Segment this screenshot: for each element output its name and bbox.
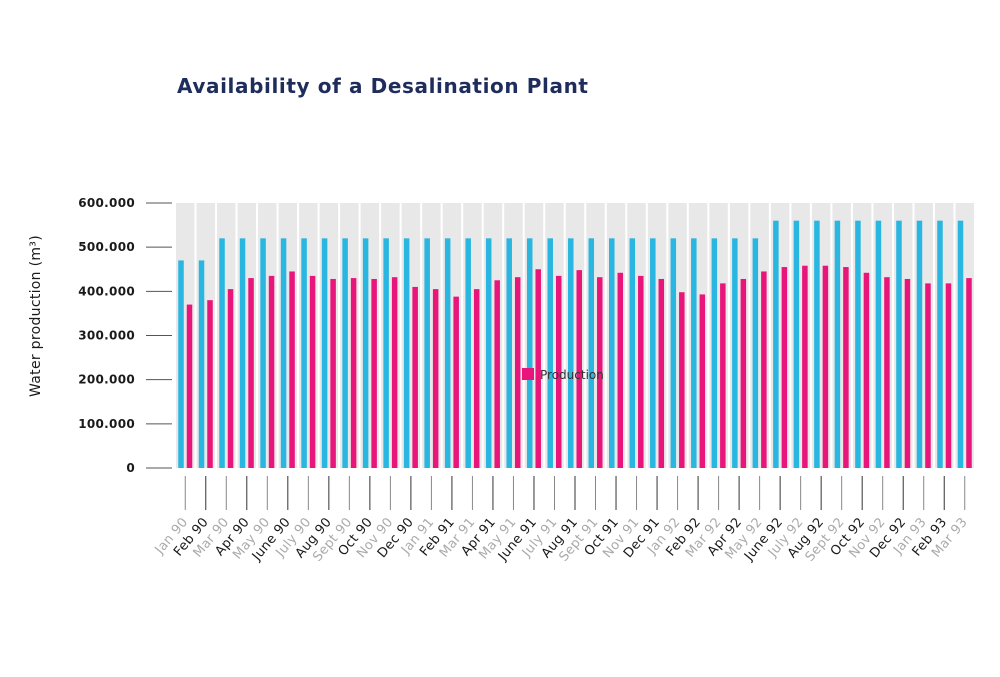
bar-production (966, 278, 972, 468)
bar-production (884, 277, 890, 468)
bar-production (781, 267, 788, 468)
bar-capacity (752, 238, 759, 468)
bar-production (186, 304, 193, 468)
y-tick-label: 100.000 (78, 417, 135, 431)
bar-capacity (383, 238, 389, 468)
bar-capacity (301, 238, 307, 468)
bar-production (863, 272, 870, 468)
y-tick-labels: 600.000 500.000 400.000 300.000 200.000 100.0… (78, 196, 135, 475)
bar-capacity (424, 238, 430, 468)
legend-label: Production (540, 368, 604, 382)
bar-production (720, 283, 726, 468)
bar-production (843, 267, 849, 468)
bar-production (248, 278, 254, 468)
bar-capacity (260, 238, 266, 468)
bar-production (597, 277, 603, 468)
bar-capacity (937, 220, 943, 468)
bar-production (453, 296, 459, 468)
bar-capacity (609, 238, 615, 468)
bar-production (904, 278, 911, 468)
bar-capacity (670, 238, 677, 468)
y-tick-label: 200.000 (78, 373, 135, 387)
bar-capacity (916, 220, 923, 468)
bar-production (432, 289, 439, 468)
y-gridlines (146, 202, 172, 469)
bar-production (658, 278, 665, 468)
bar-capacity (732, 238, 738, 468)
bar-capacity (362, 238, 369, 468)
bar-capacity (465, 238, 471, 468)
bar-capacity (403, 238, 410, 468)
bar-production (802, 265, 808, 468)
bar-production (617, 272, 624, 468)
bar-production (555, 275, 562, 468)
bar-production (391, 277, 398, 468)
bar-production (371, 278, 377, 468)
bar-capacity (691, 238, 697, 468)
bar-capacity (321, 238, 328, 468)
legend-swatch (522, 368, 534, 380)
bar-capacity (957, 220, 964, 468)
bar-capacity (342, 238, 348, 468)
bar-capacity (814, 220, 820, 468)
bar-capacity (444, 238, 451, 468)
bar-production (679, 292, 685, 468)
bar-production (330, 278, 336, 468)
chart-title: Availability of a Desalination Plant (177, 74, 589, 98)
column-bands (176, 203, 974, 468)
bar-production (412, 286, 418, 468)
bar-capacity (239, 238, 246, 468)
bar-production (514, 277, 521, 468)
legend: Production (522, 368, 604, 382)
bar-capacity (629, 238, 636, 468)
bar-production (699, 294, 706, 468)
y-tick-label: 500.000 (78, 240, 135, 254)
x-tick-marks (184, 476, 966, 510)
bar-production (289, 271, 295, 468)
bar-capacity (855, 220, 861, 468)
bar-capacity (650, 238, 656, 468)
bar-capacity (875, 220, 882, 468)
bar-production (227, 289, 234, 468)
y-tick-label: 400.000 (78, 284, 135, 298)
bar-capacity (198, 260, 205, 468)
bars (178, 220, 972, 468)
bar-production (535, 269, 541, 468)
bar-capacity (280, 238, 287, 468)
bar-production (309, 275, 316, 468)
bar-capacity (485, 238, 492, 468)
bar-production (494, 280, 500, 468)
bar-capacity (834, 220, 841, 468)
bar-production (761, 271, 767, 468)
bar-capacity (588, 238, 595, 468)
bar-production (268, 275, 275, 468)
bar-production (350, 278, 357, 468)
bar-capacity (219, 238, 225, 468)
bar-production (473, 289, 480, 468)
y-tick-label: 300.000 (78, 329, 135, 343)
bar-production (207, 300, 213, 468)
bar-capacity (506, 238, 512, 468)
bar-capacity (793, 220, 800, 468)
bar-capacity (178, 260, 184, 468)
bar-capacity (526, 238, 533, 468)
bar-production (576, 270, 582, 468)
y-tick-label: 600.000 (78, 196, 135, 210)
bar-capacity (773, 220, 779, 468)
bar-production (638, 275, 644, 468)
bar-production (740, 278, 747, 468)
bar-capacity (896, 220, 902, 468)
bar-production (945, 283, 952, 468)
y-tick-label: 0 (126, 461, 135, 475)
bar-capacity (568, 238, 574, 468)
bar-production (822, 265, 829, 468)
bar-capacity (711, 238, 718, 468)
bar-production (925, 283, 931, 468)
bar-capacity (547, 238, 553, 468)
